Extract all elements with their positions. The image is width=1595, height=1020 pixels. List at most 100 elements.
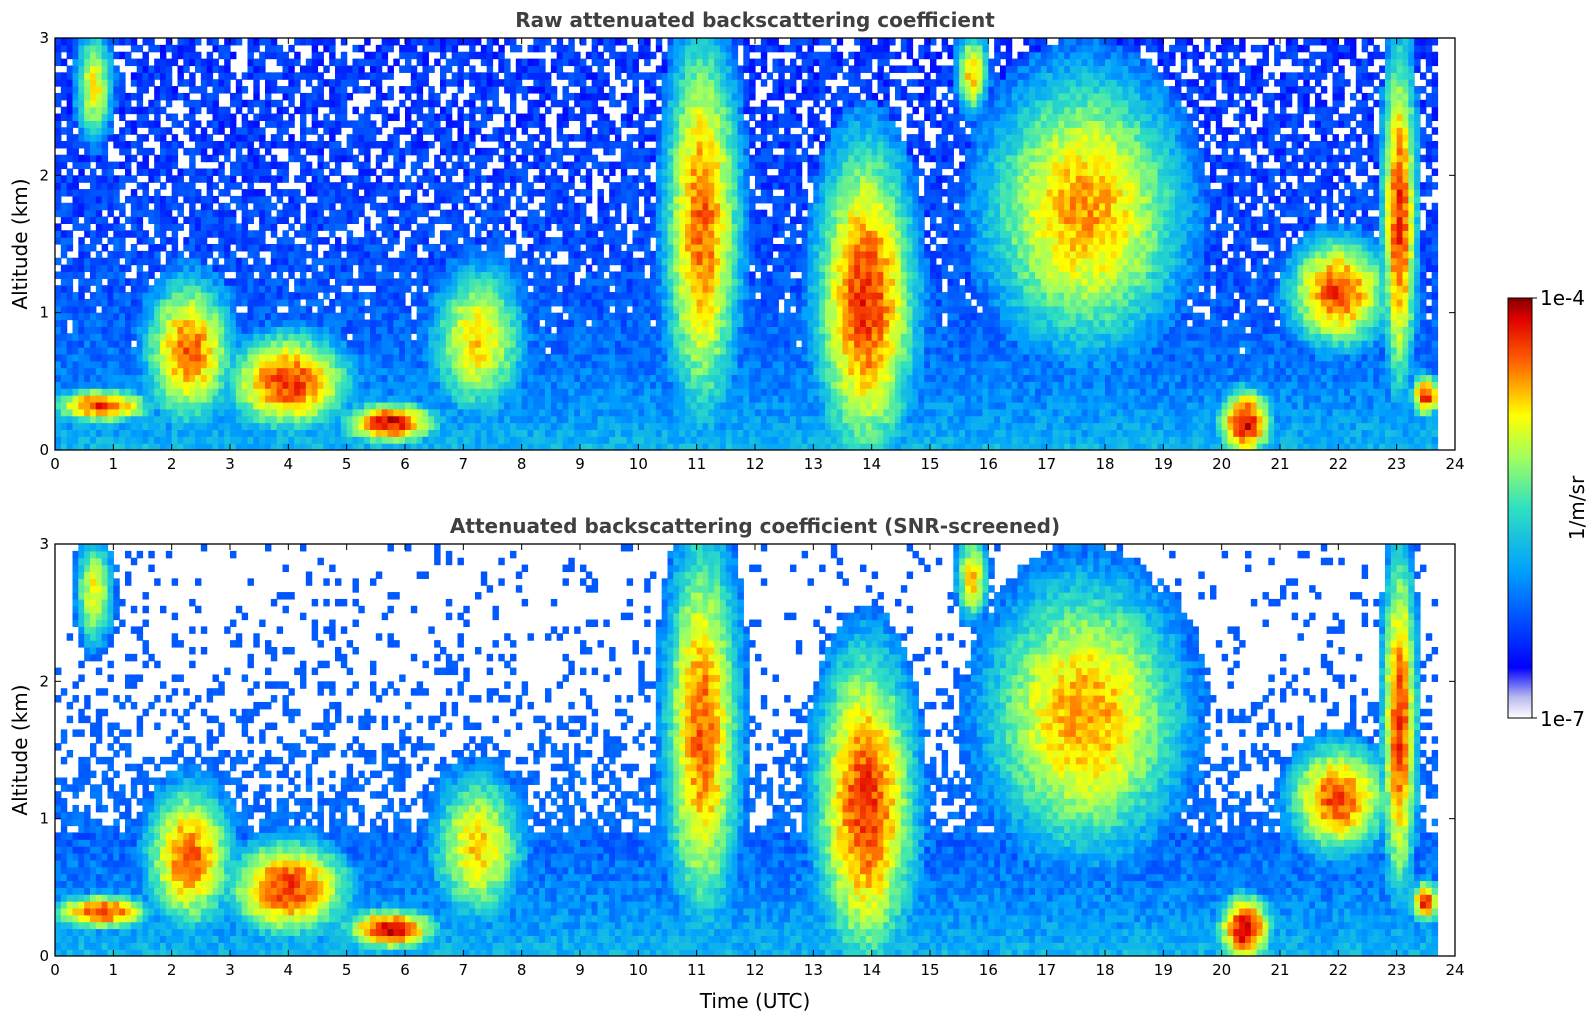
heatmap-cell <box>55 161 62 170</box>
heatmap-cell <box>206 429 214 437</box>
heatmap-cell <box>165 367 173 376</box>
heatmap-cell <box>533 429 540 437</box>
heatmap-cell <box>195 209 202 218</box>
heatmap-cell <box>393 415 400 424</box>
heatmap-cell <box>463 182 470 190</box>
heatmap-cell <box>66 395 74 403</box>
heatmap-cell <box>276 237 284 245</box>
heatmap-cell <box>603 209 610 218</box>
heatmap-cell <box>375 319 383 327</box>
heatmap-cell <box>177 347 184 355</box>
heatmap-cell <box>358 298 365 307</box>
heatmap-cell <box>230 257 237 266</box>
heatmap-cell <box>463 443 470 450</box>
heatmap-cell <box>72 388 79 396</box>
heatmap-cell <box>504 360 511 369</box>
heatmap-cell <box>480 120 488 128</box>
heatmap-cell <box>276 326 284 334</box>
heatmap-cell <box>346 134 354 142</box>
heatmap-cell <box>626 182 634 190</box>
heatmap-cell <box>440 141 447 149</box>
heatmap-cell <box>60 278 68 286</box>
heatmap-cell <box>620 326 628 334</box>
heatmap-cell <box>568 161 575 170</box>
heatmap-cell <box>84 264 91 273</box>
heatmap-cell <box>119 408 126 417</box>
heatmap-cell <box>177 340 184 348</box>
heatmap-cell <box>230 120 237 128</box>
heatmap-cell <box>200 79 208 87</box>
heatmap-cell <box>387 86 394 94</box>
heatmap-cell <box>171 381 179 389</box>
heatmap-cell <box>346 360 354 369</box>
heatmap-cell <box>585 333 593 341</box>
heatmap-cell <box>241 292 249 300</box>
heatmap-cell <box>329 264 336 273</box>
heatmap-cell <box>311 271 319 279</box>
heatmap-cell <box>241 367 249 376</box>
heatmap-cell <box>72 305 79 314</box>
heatmap-cell <box>125 168 132 176</box>
heatmap-cell <box>84 127 91 135</box>
heatmap-cell <box>550 244 558 252</box>
heatmap-cell <box>212 360 219 369</box>
heatmap-cell <box>165 278 173 286</box>
heatmap-cell <box>55 237 62 245</box>
heatmap-cell <box>107 202 114 211</box>
heatmap-cell <box>422 292 429 300</box>
heatmap-cell <box>200 92 208 101</box>
heatmap-cell <box>136 271 144 279</box>
heatmap-cell <box>206 65 214 73</box>
heatmap-cell <box>125 305 132 314</box>
heatmap-cell <box>352 305 359 314</box>
heatmap-cell <box>317 72 324 80</box>
heatmap-cell <box>78 312 85 321</box>
heatmap-cell <box>375 436 383 444</box>
heatmap-cell <box>78 271 85 279</box>
heatmap-cell <box>317 51 324 60</box>
heatmap-cell <box>183 305 190 314</box>
heatmap-cell <box>90 257 97 266</box>
heatmap-cell <box>428 182 435 190</box>
heatmap-cell <box>620 347 628 355</box>
heatmap-cell <box>393 305 400 314</box>
heatmap-cell <box>399 408 406 417</box>
heatmap-cell <box>626 141 634 149</box>
heatmap-cell <box>405 44 412 53</box>
heatmap-cell <box>463 415 470 424</box>
heatmap-cell <box>300 154 307 163</box>
heatmap-cell <box>317 58 324 67</box>
heatmap-cell <box>241 278 249 286</box>
heatmap-cell <box>95 257 103 266</box>
heatmap-cell <box>55 51 62 60</box>
heatmap-cell <box>422 278 429 286</box>
heatmap-cell <box>510 38 517 46</box>
heatmap-cell <box>626 51 634 60</box>
heatmap-cell <box>574 408 581 417</box>
heatmap-cell <box>148 209 155 218</box>
heatmap-cell <box>78 168 85 176</box>
heatmap-cell <box>55 175 62 183</box>
heatmap-cell <box>556 347 564 355</box>
heatmap-cell <box>539 429 546 437</box>
heatmap-cell <box>533 443 540 450</box>
heatmap-cell <box>224 58 231 67</box>
heatmap-cell <box>218 209 225 218</box>
heatmap-cell <box>521 154 529 163</box>
heatmap-cell <box>66 99 74 108</box>
heatmap-cell <box>370 168 377 176</box>
heatmap-cell <box>329 312 336 321</box>
heatmap-cell <box>416 58 424 67</box>
heatmap-cell <box>165 353 173 362</box>
heatmap-cell <box>428 436 435 444</box>
heatmap-cell <box>597 298 604 307</box>
heatmap-cell <box>125 106 132 115</box>
heatmap-cell <box>300 374 307 382</box>
heatmap-cell <box>276 127 284 135</box>
heatmap-cell <box>574 237 581 245</box>
heatmap-cell <box>189 408 196 417</box>
heatmap-cell <box>189 353 196 362</box>
heatmap-cell <box>539 72 546 80</box>
heatmap-cell <box>95 65 103 73</box>
heatmap-cell <box>165 436 173 444</box>
